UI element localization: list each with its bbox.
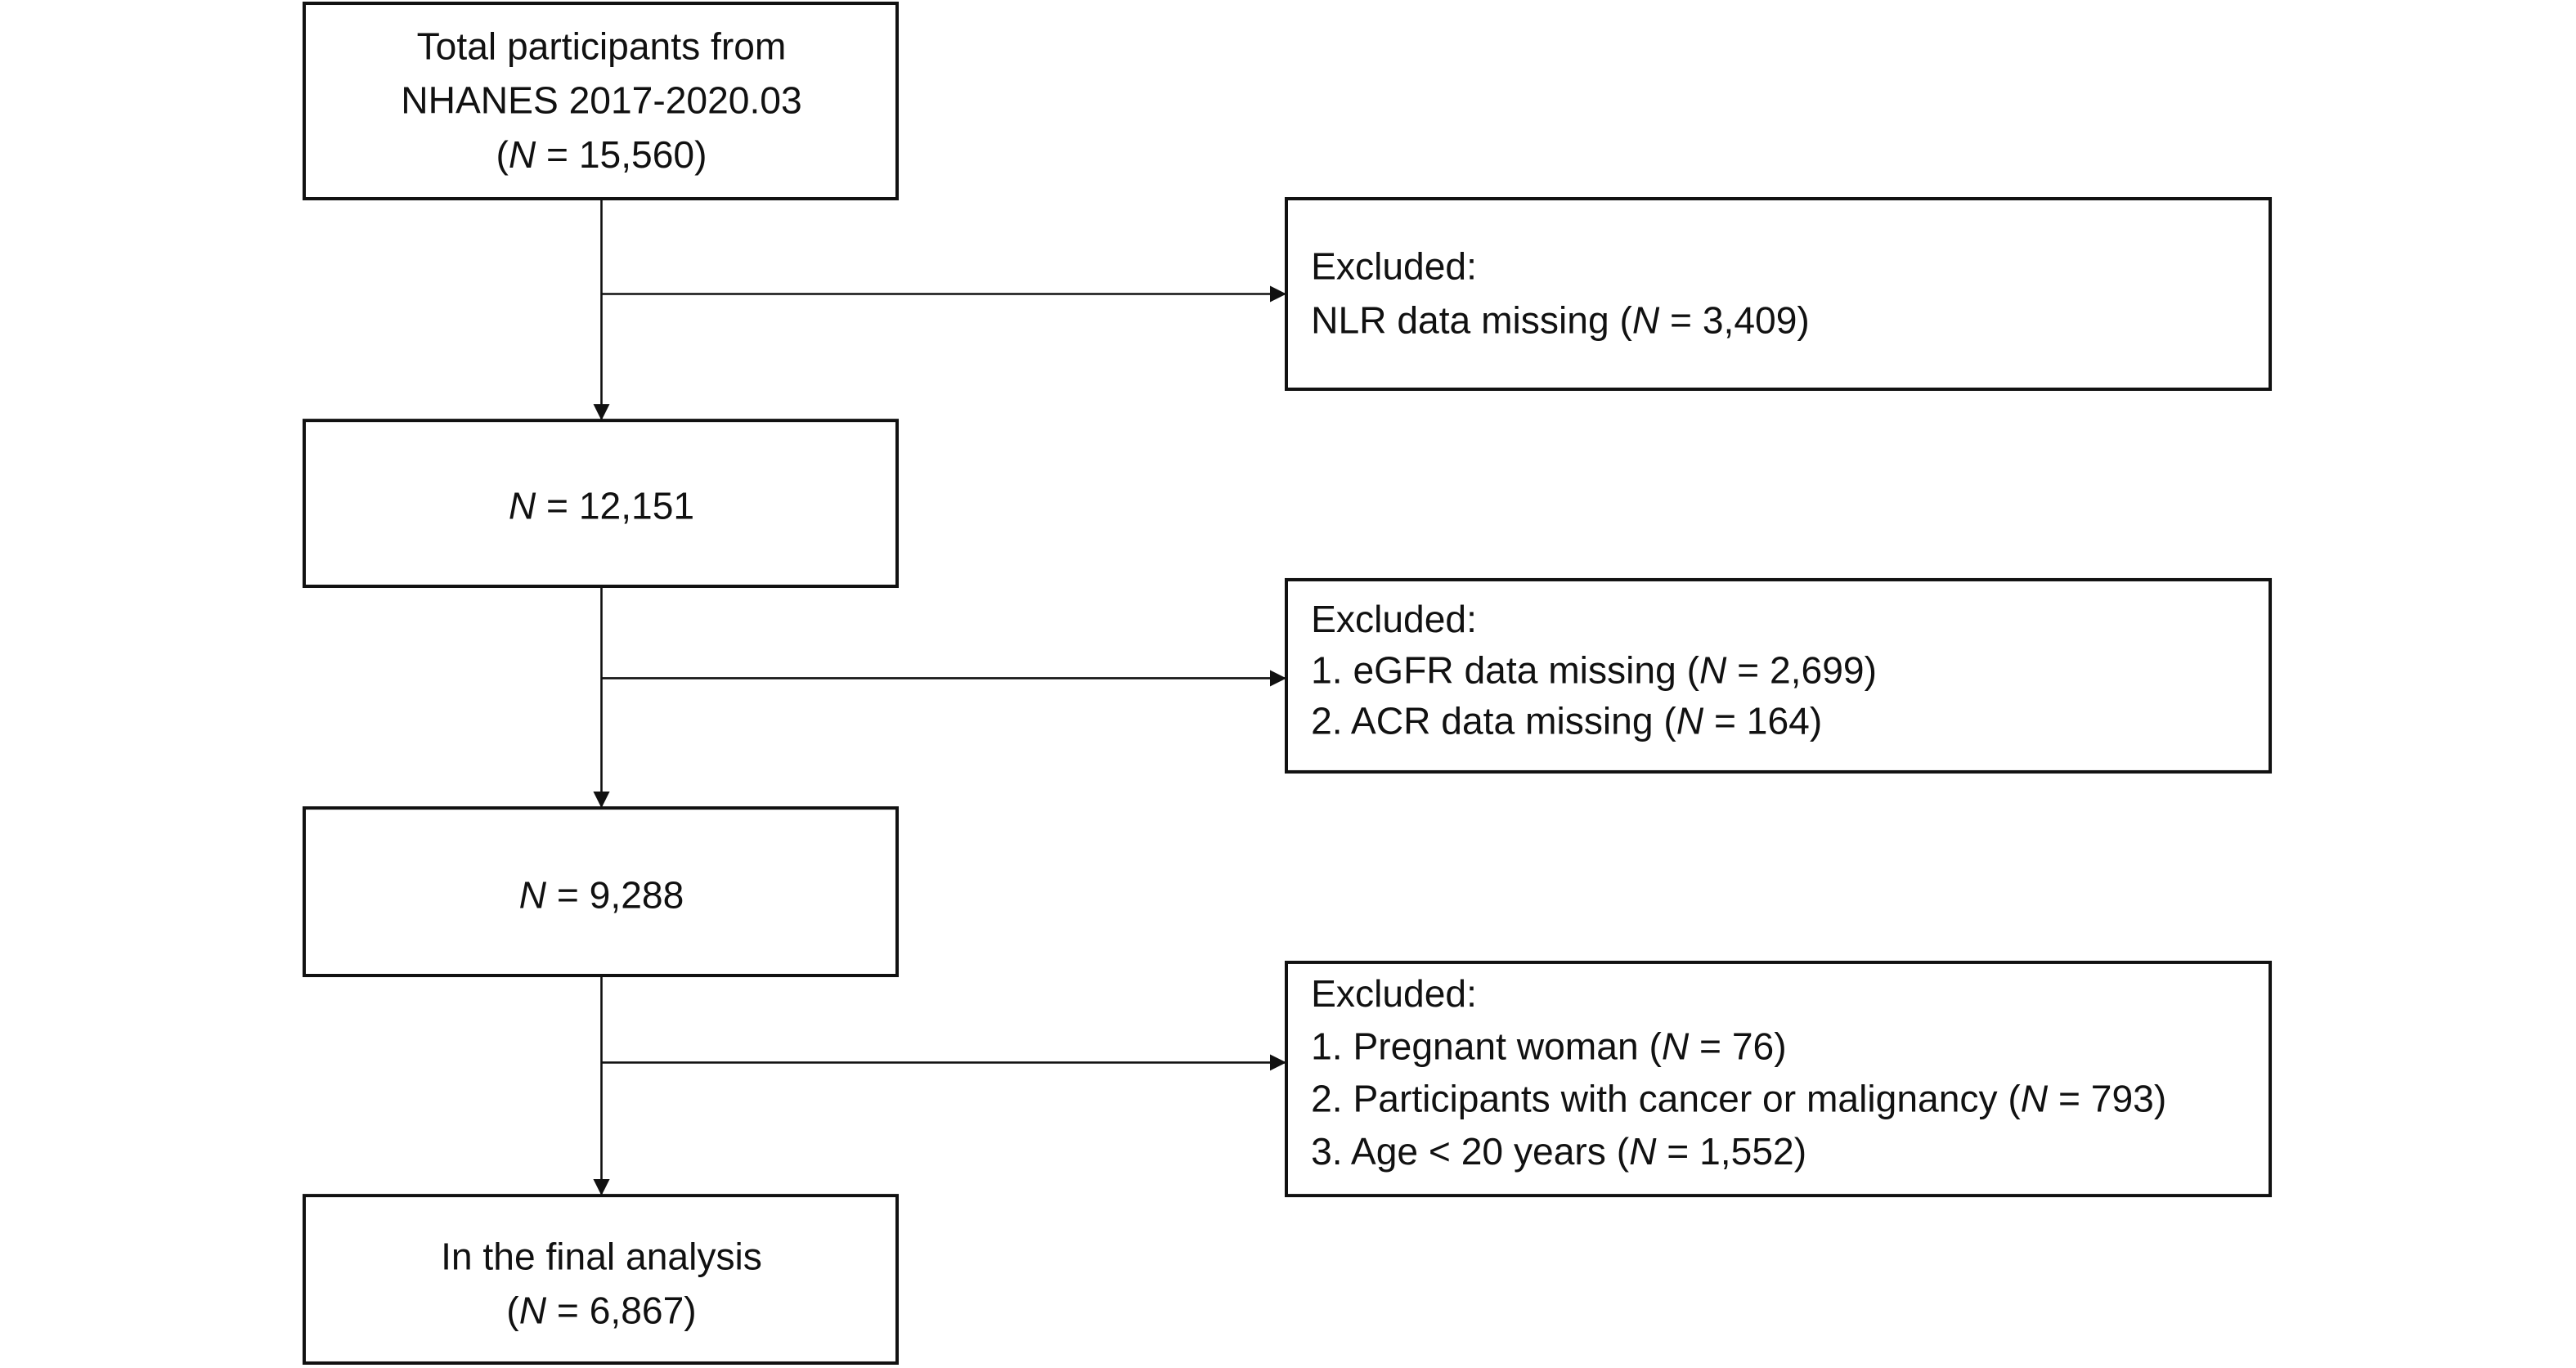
- node-text: (N = 6,867): [506, 1290, 696, 1332]
- exclusion-text: Excluded:: [1311, 245, 1477, 288]
- exclusion-text: 1. Pregnant woman (N = 76): [1311, 1025, 1787, 1068]
- node-text: (N = 15,560): [496, 133, 707, 176]
- node-text: N = 9,288: [519, 874, 684, 917]
- node-text: In the final analysis: [441, 1236, 762, 1278]
- node-text: NHANES 2017-2020.03: [401, 79, 801, 122]
- exclusion-text: 2. ACR data missing (N = 164): [1311, 700, 1822, 742]
- node-box: [302, 419, 900, 589]
- flow-node: N = 12,151: [302, 419, 900, 589]
- exclusion-text: Excluded:: [1311, 598, 1477, 640]
- exclusion-node: Excluded: NLR data missing (N = 3,409): [1284, 197, 2273, 391]
- node-box: [302, 1194, 900, 1365]
- connectors: [593, 199, 1286, 1196]
- exclusion-text: NLR data missing (N = 3,409): [1311, 299, 1810, 342]
- node-text: Total participants from: [417, 25, 787, 67]
- exclusion-text: 2. Participants with cancer or malignanc…: [1311, 1078, 2166, 1120]
- exclusion-text: Excluded:: [1311, 972, 1477, 1015]
- exclusion-text: 3. Age < 20 years (N = 1,552): [1311, 1130, 1806, 1173]
- flow-node: N = 9,288: [302, 806, 900, 977]
- exclusion-text: 1. eGFR data missing (N = 2,699): [1311, 649, 1877, 692]
- exclusion-node: Excluded: 1. Pregnant woman (N = 76) 2. Pa…: [1284, 960, 2273, 1198]
- node-box: [302, 2, 900, 201]
- exclusion-node: Excluded: 1. eGFR data missing (N = 2,699…: [1284, 577, 2273, 774]
- exclusion-box: [1284, 960, 2273, 1198]
- flow-node: In the final analysis (N = 6,867): [302, 1194, 900, 1365]
- node-text: N = 12,151: [509, 485, 694, 527]
- flow-node: Total participants from NHANES 2017-2020.…: [302, 2, 900, 201]
- node-box: [302, 806, 900, 977]
- exclusion-box: [1284, 577, 2273, 774]
- exclusion-box: [1284, 197, 2273, 391]
